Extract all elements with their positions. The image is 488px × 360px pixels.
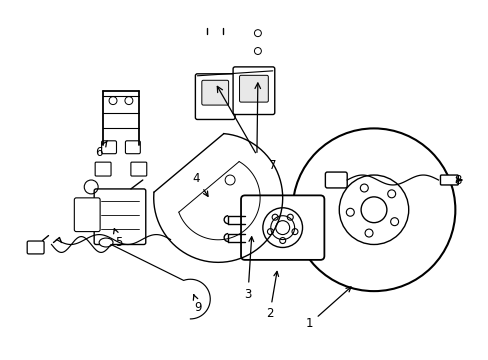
FancyBboxPatch shape [241,195,324,260]
Text: 9: 9 [193,295,202,314]
Text: 2: 2 [265,271,278,320]
FancyBboxPatch shape [94,189,145,244]
Text: 8: 8 [454,174,461,186]
Text: 3: 3 [244,237,253,301]
Text: 1: 1 [305,287,350,330]
FancyBboxPatch shape [325,172,346,188]
Ellipse shape [99,238,113,247]
Text: 7: 7 [268,159,276,172]
FancyBboxPatch shape [202,80,228,105]
FancyBboxPatch shape [27,241,44,254]
FancyBboxPatch shape [102,141,116,154]
FancyBboxPatch shape [95,162,111,176]
FancyBboxPatch shape [233,67,274,114]
FancyBboxPatch shape [131,162,146,176]
FancyBboxPatch shape [195,74,235,120]
FancyBboxPatch shape [74,198,100,231]
FancyBboxPatch shape [125,141,140,154]
FancyBboxPatch shape [239,75,268,102]
FancyBboxPatch shape [440,175,457,185]
Text: 5: 5 [113,229,122,249]
Text: 6: 6 [95,141,107,159]
Circle shape [275,221,289,235]
Text: 4: 4 [192,171,207,196]
